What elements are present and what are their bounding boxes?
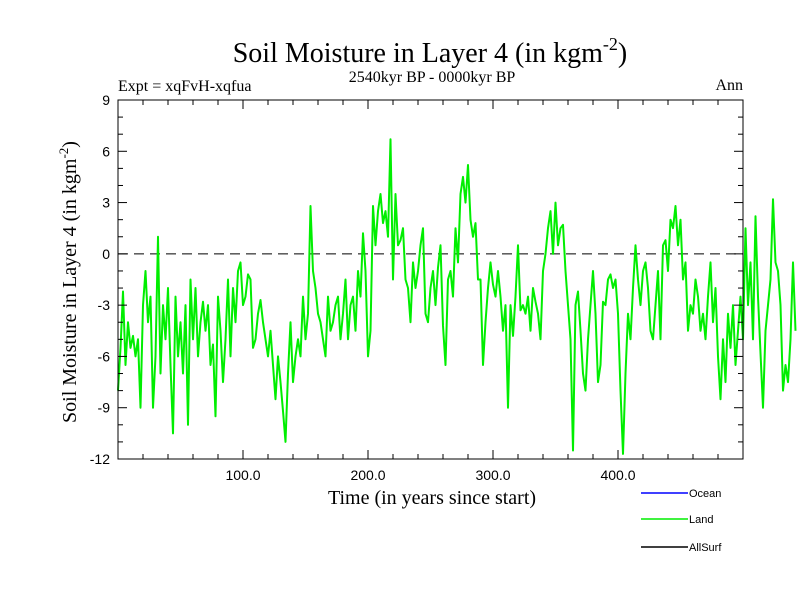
series-line-land	[117, 138, 797, 455]
y-axis-label-main: Soil Moisture in Layer 4 (in kgm	[59, 158, 81, 423]
y-tick-label: -9	[98, 400, 111, 416]
x-tick-label: 400.0	[600, 467, 635, 483]
chart-title-main: Soil Moisture in Layer 4 (in kgm	[233, 38, 603, 69]
y-tick-label: 3	[102, 195, 110, 211]
plot-frame	[117, 99, 744, 460]
chart-title-superscript: -2	[603, 34, 618, 54]
y-axis-label: Soil Moisture in Layer 4 (in kgm-2)	[56, 141, 81, 423]
season-label: Ann	[715, 77, 743, 94]
x-tick-label: 200.0	[350, 467, 385, 483]
x-tick-label: 300.0	[475, 467, 510, 483]
chart-subtitle: 2540kyr BP - 0000kyr BP	[349, 69, 516, 86]
y-tick-label: -3	[98, 297, 111, 313]
chart-title: Soil Moisture in Layer 4 (in kgm-2)	[233, 34, 628, 69]
legend-label-ocean: Ocean	[689, 488, 721, 500]
y-tick-label: 0	[102, 246, 110, 262]
y-axis-label-close: )	[59, 141, 81, 148]
legend-label-allsurf: AllSurf	[689, 542, 722, 554]
legend-label-land: Land	[689, 514, 713, 526]
y-tick-label: -6	[98, 348, 111, 364]
x-tick-label: 100.0	[225, 467, 260, 483]
expt-label: Expt = xqFvH-xqfua	[118, 78, 251, 95]
x-axis-label: Time (in years since start)	[328, 487, 536, 509]
y-tick-label: 9	[102, 92, 110, 108]
y-tick-label: -12	[90, 451, 110, 467]
chart-title-close: )	[618, 38, 627, 69]
y-axis-label-superscript: -2	[56, 148, 71, 159]
y-tick-label: 6	[102, 143, 110, 159]
